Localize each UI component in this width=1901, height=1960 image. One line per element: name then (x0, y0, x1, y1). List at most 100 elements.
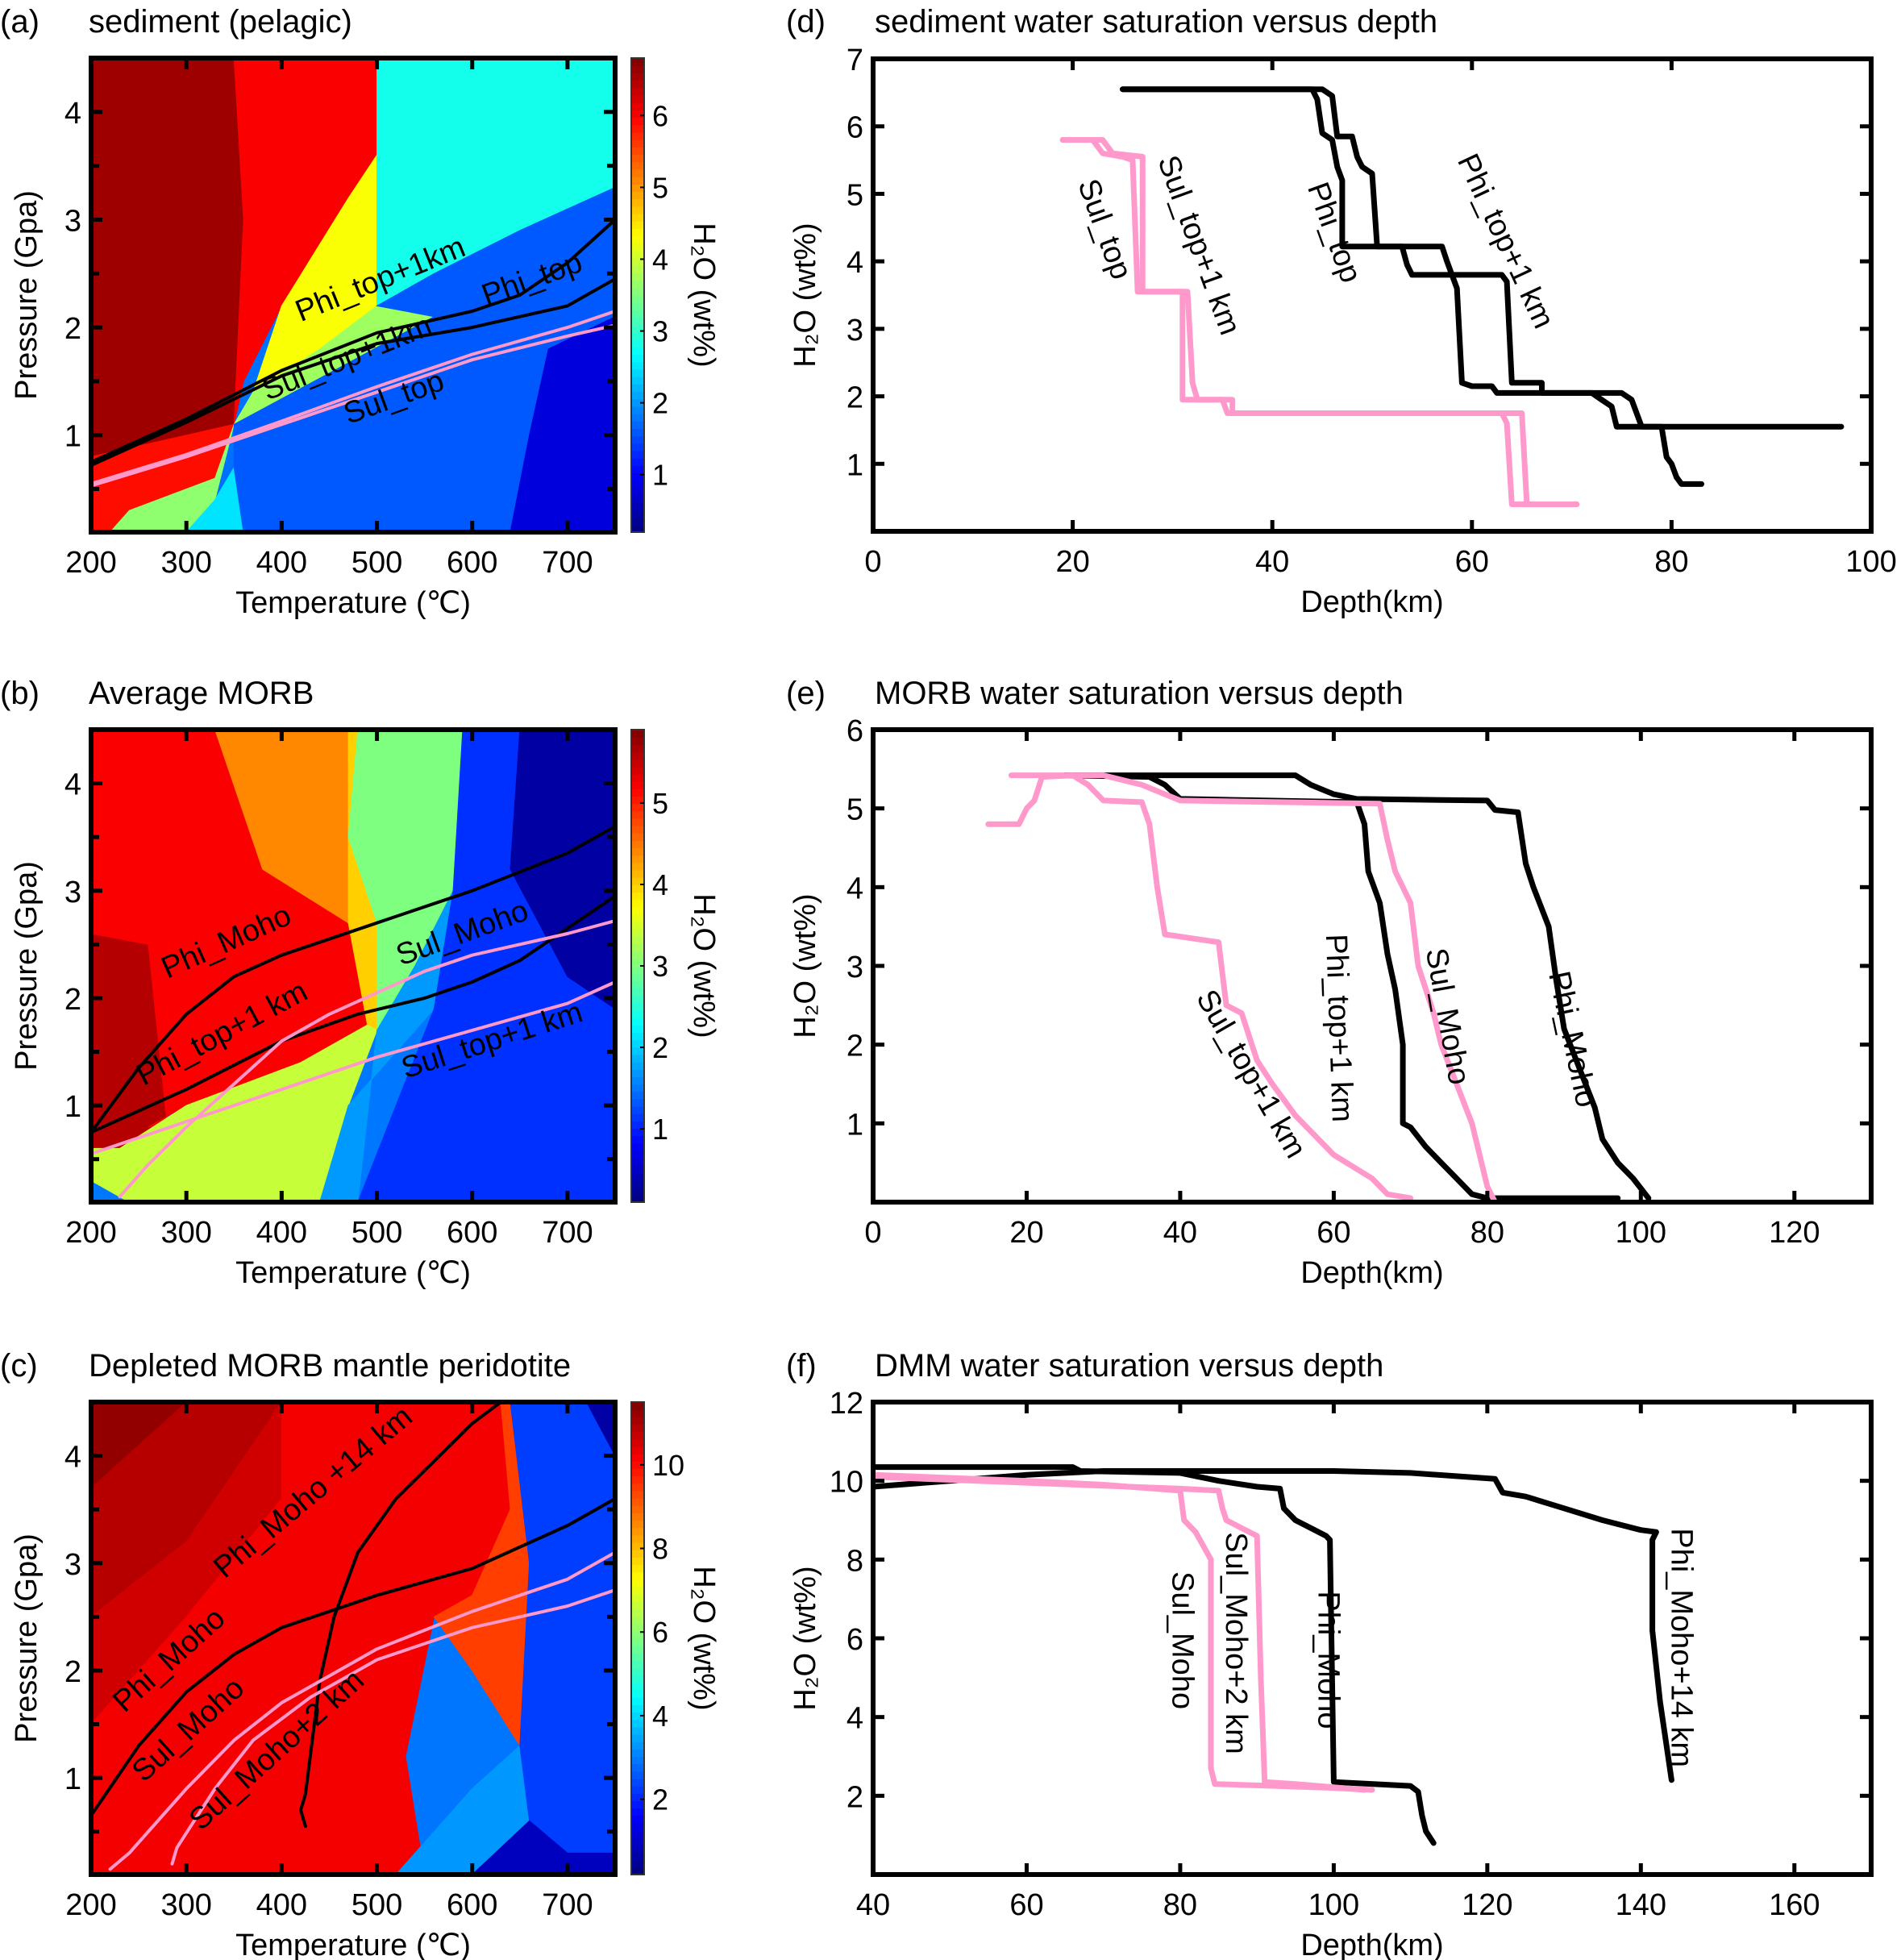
x-tick-label: 60 (1455, 545, 1489, 579)
colorbar-swatch (631, 428, 644, 437)
heatmap-region (510, 316, 615, 532)
y-axis-label: Pressure (Gpa) (10, 1533, 44, 1743)
colorbar-swatch (631, 1047, 644, 1055)
colorbar-swatch (631, 1830, 644, 1838)
colorbar-swatch (631, 1475, 644, 1484)
colorbar-swatch (631, 502, 644, 511)
colorbar-label: H₂O (wt%) (687, 223, 721, 367)
x-axis-label: Temperature (℃) (235, 1256, 471, 1290)
colorbar-tick-label: 4 (652, 868, 668, 901)
colorbar-swatch (631, 1682, 644, 1691)
colorbar-swatch (631, 139, 644, 148)
colorbar-tick-label: 2 (652, 387, 668, 420)
colorbar-swatch (631, 1446, 644, 1454)
colorbar-swatch (631, 124, 644, 133)
colorbar-swatch (631, 495, 644, 503)
colorbar-swatch (631, 273, 644, 281)
x-tick-label: 20 (1055, 545, 1089, 579)
series-line-sul-top (91, 323, 615, 488)
colorbar-swatch (631, 906, 644, 915)
colorbar-swatch (631, 1105, 644, 1114)
colorbar-swatch (631, 1675, 644, 1683)
colorbar-swatch (631, 1098, 644, 1107)
y-tick-label: 4 (847, 872, 863, 905)
panel-d: (d) sediment water saturation versus dept… (786, 4, 1897, 619)
colorbar-swatch (631, 154, 644, 163)
colorbar-swatch (631, 406, 644, 414)
colorbar-swatch (631, 510, 644, 518)
colorbar-swatch (631, 206, 644, 214)
plot-area (91, 730, 615, 1202)
colorbar-swatch (631, 1194, 644, 1203)
colorbar-swatch (631, 302, 644, 310)
series-line-sul-top-1km (91, 310, 615, 485)
colorbar-tick-label: 8 (652, 1533, 668, 1566)
y-tick-label: 2 (847, 1780, 863, 1814)
colorbar-swatch (631, 877, 644, 885)
colorbar: 2 4 6 8 10 H₂O (wt%) (630, 1401, 721, 1875)
colorbar-swatch (631, 730, 644, 738)
heatmap-region (233, 186, 615, 532)
series-line-phi-top-1-km (91, 894, 615, 1134)
colorbar-tick-label: 3 (652, 315, 668, 348)
colorbar-swatch (631, 1017, 644, 1026)
colorbar-swatch (631, 1505, 644, 1513)
series-line-phi-top (1120, 86, 1845, 430)
colorbar-tick-label: 4 (652, 243, 668, 276)
colorbar-swatch (631, 1690, 644, 1698)
colorbar-swatch (631, 1859, 644, 1868)
y-axis-label: Pressure (Gpa) (10, 861, 44, 1071)
heatmap-region (433, 1402, 530, 1747)
colorbar-swatch (631, 1187, 644, 1196)
colorbar-swatch (631, 1402, 644, 1410)
colorbar-swatch (631, 884, 644, 893)
x-tick-label: 700 (542, 1888, 593, 1922)
colorbar-swatch (631, 1180, 644, 1188)
colorbar-swatch (631, 331, 644, 340)
colorbar-swatch (631, 1076, 644, 1085)
x-tick-label: 500 (351, 546, 402, 580)
colorbar-swatch (631, 1483, 644, 1492)
x-tick-label: 0 (864, 545, 881, 579)
y-tick-label: 4 (64, 97, 81, 131)
x-tick-label: 500 (351, 1216, 402, 1250)
x-tick-label: 600 (447, 1888, 497, 1922)
x-tick-label: 200 (65, 1216, 116, 1250)
x-tick-label: 500 (351, 1888, 402, 1922)
x-tick-label: 400 (256, 1216, 307, 1250)
panel-title: Depleted MORB mantle peridotite (89, 1348, 571, 1384)
colorbar-tick-label: 6 (652, 99, 668, 132)
y-tick-label: 4 (64, 1441, 81, 1475)
colorbar-swatch (631, 1623, 644, 1632)
colorbar: 1 2 3 4 5 6 H₂O (wt%) (630, 57, 721, 533)
colorbar-swatch (631, 803, 644, 812)
colorbar-swatch (631, 1527, 644, 1536)
x-axis-label: Temperature (℃) (235, 586, 471, 620)
x-tick-label: 20 (1009, 1216, 1043, 1250)
colorbar-swatch (631, 1697, 644, 1706)
colorbar-swatch (631, 1586, 644, 1595)
colorbar-swatch (631, 1852, 644, 1861)
x-tick-label: 300 (160, 1888, 211, 1922)
plot-area (91, 58, 615, 532)
y-tick-label: 1 (64, 1090, 81, 1124)
x-tick-label: 40 (1255, 545, 1289, 579)
heatmap-region (91, 58, 244, 457)
colorbar-swatch (631, 1520, 644, 1529)
colorbar-swatch (631, 1712, 644, 1721)
colorbar-swatch (631, 1002, 644, 1011)
colorbar-swatch (631, 995, 644, 1004)
x-tick-label: 200 (65, 1888, 116, 1922)
series-annotation: Sul_top (1071, 175, 1138, 284)
y-tick-label: 1 (847, 448, 863, 482)
panel-title: sediment water saturation versus depth (875, 4, 1437, 40)
colorbar-swatch (631, 524, 644, 533)
panel-label: (e) (786, 676, 826, 711)
series-line-sul-moho (108, 1550, 615, 1871)
colorbar-swatch (631, 472, 644, 481)
x-tick-label: 100 (1616, 1216, 1666, 1250)
colorbar-tick-label: 1 (652, 459, 668, 492)
y-tick-label: 5 (847, 178, 863, 212)
